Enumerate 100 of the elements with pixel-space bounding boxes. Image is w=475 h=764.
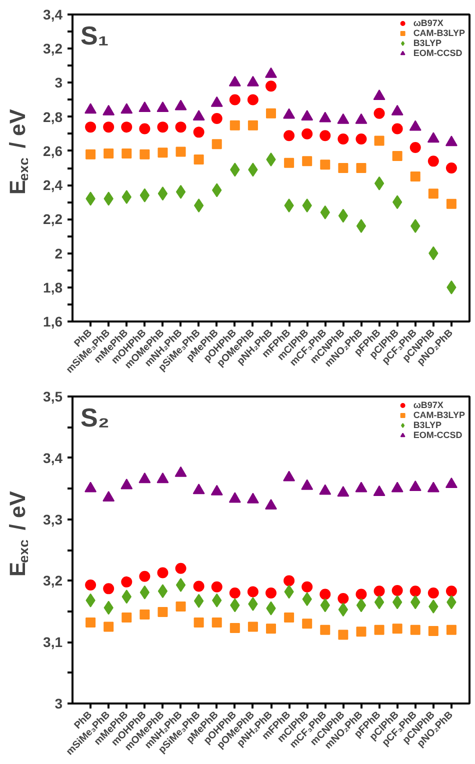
point <box>175 562 186 574</box>
y-tick-label: 3,4 <box>43 450 63 466</box>
point <box>158 607 168 618</box>
point <box>104 622 114 632</box>
point <box>374 136 384 146</box>
legend-label: ωB97X <box>413 18 444 28</box>
point <box>102 104 115 116</box>
point <box>392 123 403 134</box>
legend-label: CAM-B3LYP <box>413 410 465 420</box>
point <box>210 484 223 496</box>
point <box>374 624 384 635</box>
chart-title: S₁ <box>80 20 109 50</box>
point <box>122 612 132 623</box>
point <box>212 139 222 150</box>
point <box>283 470 296 482</box>
point <box>138 101 151 112</box>
point <box>266 108 276 118</box>
point <box>338 602 348 617</box>
point <box>338 134 349 144</box>
point <box>446 198 456 209</box>
point <box>102 490 115 502</box>
point <box>248 622 258 632</box>
point <box>319 484 332 495</box>
point <box>86 149 96 160</box>
legend-label: ωB97X <box>413 400 444 410</box>
point <box>338 593 349 604</box>
point <box>355 113 368 124</box>
point <box>337 113 350 124</box>
point <box>410 142 421 154</box>
point <box>176 601 186 612</box>
point <box>320 624 330 635</box>
point <box>373 90 386 100</box>
point <box>212 617 222 628</box>
point <box>391 104 404 116</box>
point <box>194 594 204 608</box>
point <box>446 586 457 597</box>
point <box>392 585 403 596</box>
point <box>428 626 438 636</box>
point <box>374 176 384 190</box>
y-tick-label: 3,3 <box>43 511 63 528</box>
point <box>174 466 187 477</box>
point <box>356 218 366 233</box>
point <box>319 112 332 122</box>
point <box>301 110 314 121</box>
point <box>320 160 330 170</box>
point <box>140 609 150 620</box>
y-tick-label: 3,2 <box>43 40 63 57</box>
y-tick-label: 3 <box>54 74 63 91</box>
point <box>392 624 402 634</box>
point <box>157 122 168 133</box>
point <box>446 624 456 635</box>
point <box>338 630 348 640</box>
point <box>158 148 168 158</box>
point <box>427 482 440 492</box>
point <box>86 617 96 628</box>
point <box>356 626 366 637</box>
point <box>158 186 168 201</box>
point <box>194 198 204 213</box>
point <box>356 134 367 144</box>
point <box>176 184 186 199</box>
point <box>228 76 241 86</box>
point <box>410 586 421 597</box>
point <box>140 149 150 160</box>
y-tick-label: 2,2 <box>43 211 63 228</box>
y-tick-label: 2,6 <box>43 142 63 159</box>
point <box>210 96 223 107</box>
point <box>139 570 150 582</box>
point <box>265 67 277 78</box>
point <box>410 172 420 182</box>
point <box>265 498 277 510</box>
point <box>427 132 440 143</box>
point <box>410 624 420 635</box>
point <box>409 480 422 492</box>
point <box>445 136 458 146</box>
point <box>192 110 205 121</box>
point <box>158 584 168 598</box>
point <box>103 122 114 133</box>
point <box>175 122 186 133</box>
point <box>120 103 133 114</box>
legend-label: B3LYP <box>413 38 442 48</box>
chart-title: S₂ <box>80 402 110 432</box>
y-tick-label: 1,8 <box>43 279 63 296</box>
point <box>284 612 294 623</box>
point <box>302 618 312 629</box>
point <box>247 94 258 106</box>
point <box>84 103 97 114</box>
y-tick-label: 2,8 <box>43 108 63 125</box>
point <box>266 587 276 598</box>
point <box>356 598 366 612</box>
point <box>140 188 150 202</box>
point <box>228 492 241 503</box>
point <box>174 100 187 110</box>
point <box>157 567 168 578</box>
point <box>84 482 97 492</box>
point <box>104 148 114 159</box>
point <box>211 113 222 124</box>
point <box>103 583 114 594</box>
point <box>392 595 402 610</box>
point <box>338 208 348 223</box>
point <box>409 120 422 131</box>
